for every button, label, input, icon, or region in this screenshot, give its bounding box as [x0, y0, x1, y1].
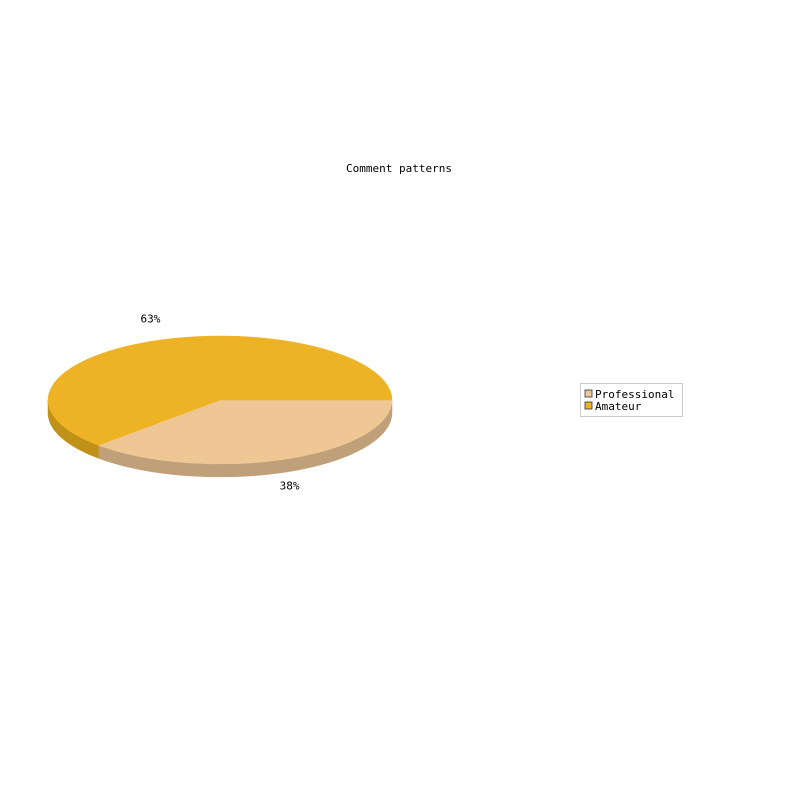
pie-group: 38% 63% — [47, 312, 393, 493]
legend-box — [580, 383, 683, 417]
legend-swatch-professional — [584, 389, 593, 398]
pie-slice-amateur — [47, 335, 393, 446]
pie-label-professional: 38% — [280, 480, 300, 493]
pie-slice-professional — [97, 399, 393, 465]
legend-label-amateur: Amateur — [595, 400, 642, 413]
legend-label-professional: Professional — [595, 388, 674, 401]
legend-swatch-amateur — [584, 401, 593, 410]
chart-title: Comment patterns — [346, 162, 452, 175]
pie-label-amateur: 63% — [140, 312, 160, 325]
